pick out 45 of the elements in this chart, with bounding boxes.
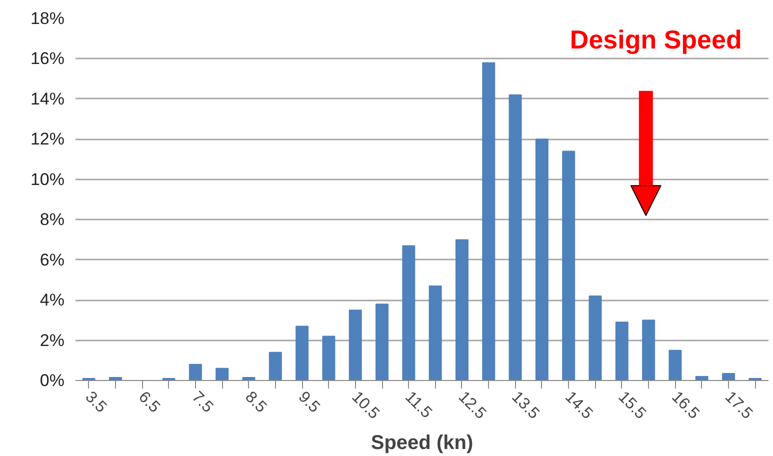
y-tick-label: 0% [40,371,65,390]
y-tick-label: 12% [30,130,65,149]
x-tick-label: 10.5 [348,388,382,423]
y-tick-label: 18% [30,9,65,28]
x-tick-label: 13.5 [508,388,542,423]
y-tick-label: 2% [40,330,65,350]
y-tick-label: 10% [30,170,65,189]
y-tick-label: 4% [40,290,65,310]
bar [216,368,229,380]
bar [615,322,628,380]
bar [348,310,362,380]
x-tick-label: 3.5 [82,388,110,416]
y-tick-label: 6% [40,250,65,270]
bar [376,304,389,380]
bar [642,320,656,380]
x-tick-label: 16.5 [668,388,702,423]
x-tick-label: 12.5 [454,388,490,423]
x-tick-label: 6.5 [135,388,163,416]
x-tick-label: 8.5 [242,388,270,416]
x-tick-label: 11.5 [402,388,435,422]
bar [268,352,282,380]
bar [188,364,202,380]
x-tick-label: 7.5 [188,388,216,416]
y-tick-label: 16% [30,49,65,68]
y-tick-label: 8% [40,210,65,230]
bar [455,239,468,380]
bar [296,326,309,380]
bar [535,138,548,380]
x-tick-label: 14.5 [562,388,596,423]
bar [322,336,336,380]
x-tick-label: 17.5 [721,388,756,423]
bar [588,296,602,380]
bar [668,350,682,380]
x-tick-label: 9.5 [294,388,323,416]
bar [695,376,708,380]
x-axis-title: Speed (kn) [370,432,474,454]
y-tick-label: 14% [30,89,65,108]
bar [402,245,416,380]
bar [722,372,736,380]
bar [428,285,442,380]
x-tick-label: 15.5 [614,388,649,423]
bar [482,62,496,380]
bar [562,150,576,380]
bar [508,94,522,380]
annotation: Design Speed [570,24,742,55]
